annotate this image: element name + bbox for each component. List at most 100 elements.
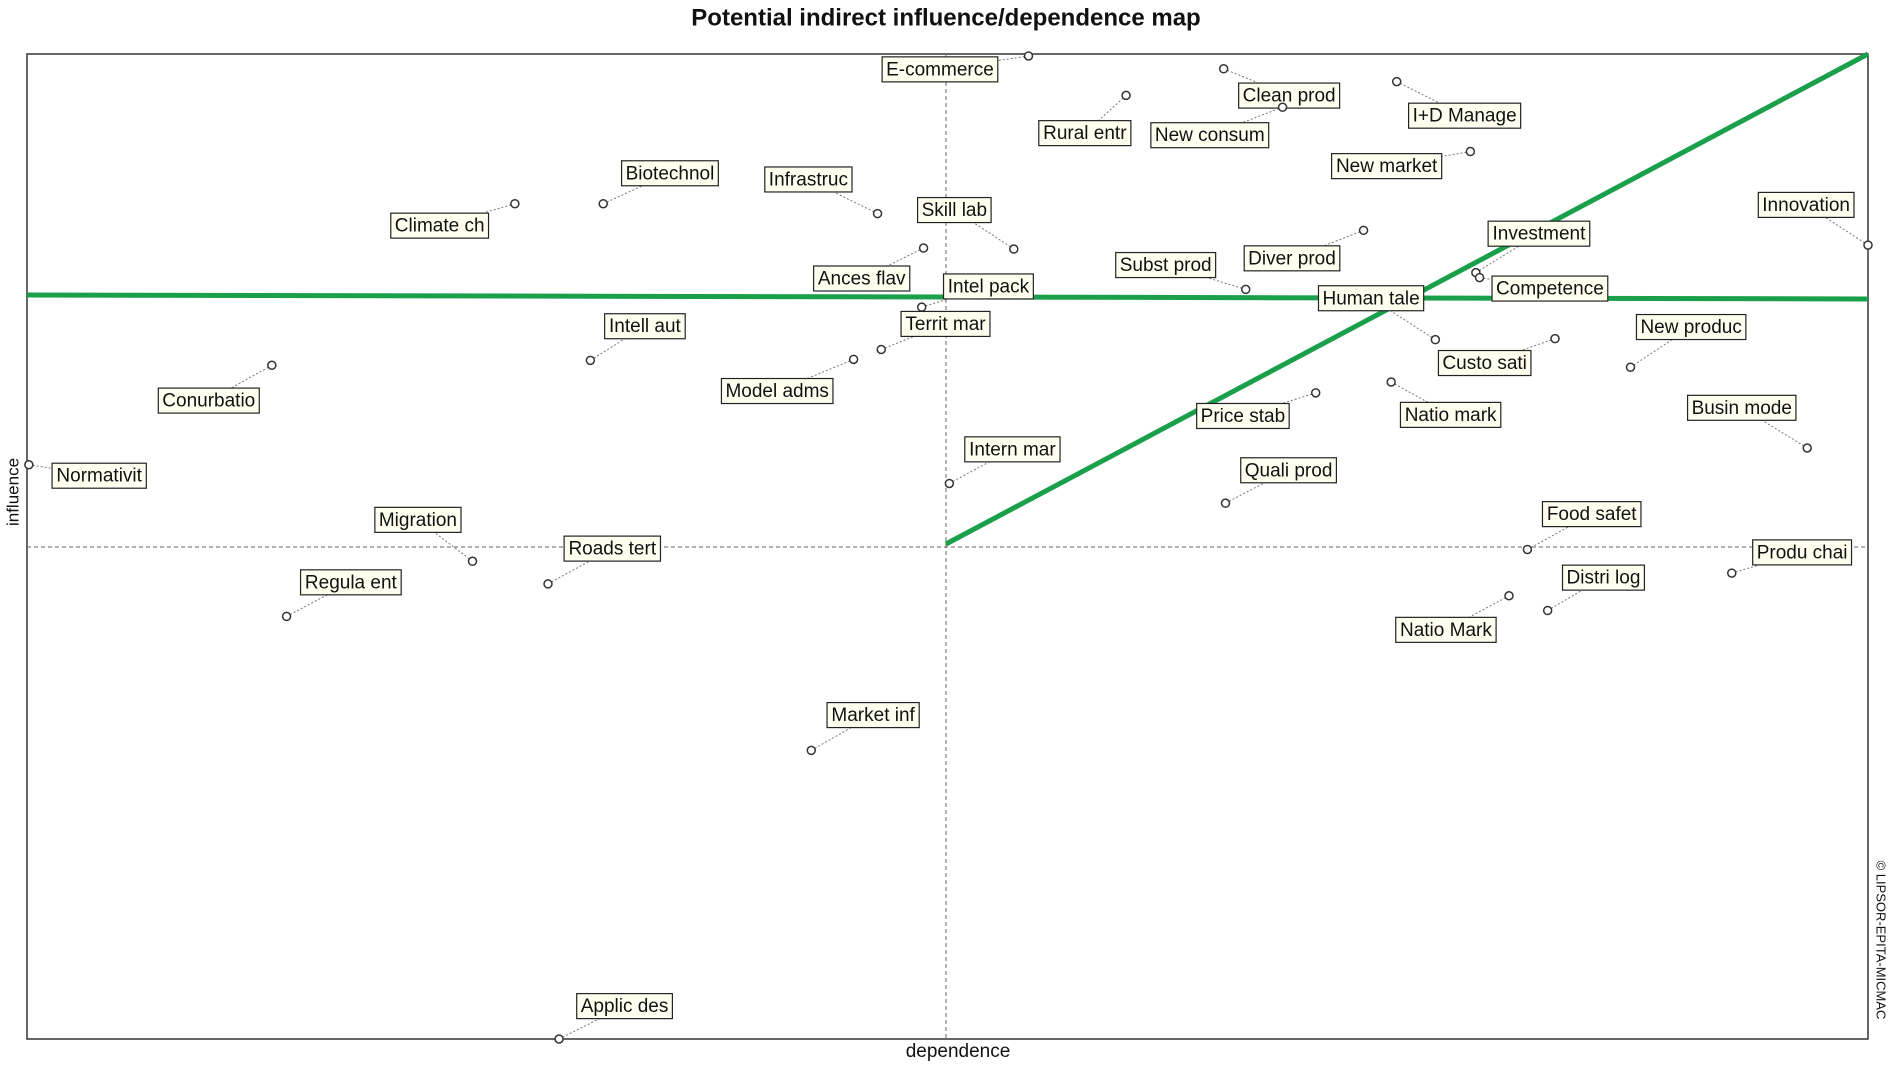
point: [1358, 225, 1369, 236]
point-label-text: Produ chai: [1757, 542, 1848, 563]
point: [510, 198, 520, 209]
point-label: I+D Manage: [1396, 81, 1522, 129]
point-label: Intell aut: [590, 313, 686, 361]
point: [1474, 272, 1485, 283]
point: [598, 198, 608, 209]
label-box: [1395, 616, 1497, 643]
point-label: Human tale: [1317, 285, 1436, 341]
label-box: [1487, 220, 1591, 247]
point-label: Applic des: [558, 993, 673, 1040]
point: [1542, 605, 1553, 616]
label-box: [1240, 457, 1338, 484]
label-box: [916, 196, 992, 224]
point-label: Normativit: [28, 462, 147, 489]
point: [1802, 443, 1812, 453]
point-label-text: Competence: [1496, 279, 1604, 300]
point: [1009, 244, 1019, 254]
point-label-text: Market inf: [831, 705, 915, 726]
point-label: Distri log: [1547, 564, 1646, 611]
label-box: [1238, 82, 1341, 109]
point-label: Model adms: [720, 358, 854, 405]
point: [1277, 102, 1288, 112]
point: [24, 459, 34, 470]
label-box: [1150, 122, 1270, 149]
label-box: [826, 701, 920, 729]
point-label: Natio Mark: [1395, 595, 1510, 643]
point-label: Rural entr: [1038, 95, 1132, 147]
point: [1727, 568, 1737, 578]
point-label-text: I+D Manage: [1413, 106, 1517, 127]
label-box: [1317, 285, 1425, 312]
label-leader: [1084, 95, 1127, 134]
point: [543, 579, 553, 589]
point: [1550, 333, 1560, 344]
label-box: [764, 166, 853, 193]
point-label-text: Roads tert: [568, 539, 656, 560]
label-box: [1491, 275, 1609, 302]
point: [1863, 240, 1873, 250]
point-label: Infrastruc: [764, 166, 878, 215]
point-label-text: Intel pack: [948, 276, 1030, 297]
point-label-text: Investment: [1492, 224, 1586, 245]
point: [848, 354, 859, 365]
point-label-text: Human tale: [1322, 288, 1419, 309]
label-box: [1196, 402, 1290, 430]
point: [916, 302, 927, 312]
point-label-text: Natio Mark: [1400, 620, 1492, 641]
point: [944, 478, 955, 489]
point-label-text: Innovation: [1762, 195, 1850, 216]
label-box: [1437, 349, 1532, 377]
point-label-text: Busin mode: [1692, 398, 1792, 419]
label-box: [51, 462, 147, 489]
point-label-text: Food safet: [1547, 504, 1637, 525]
label-box: [1635, 313, 1747, 341]
point: [1625, 362, 1636, 372]
point-label: Investment: [1475, 220, 1591, 274]
point-label-text: New produc: [1640, 317, 1741, 338]
point: [1504, 591, 1514, 601]
label-box: [720, 377, 834, 405]
point-label-text: E-commerce: [886, 59, 994, 80]
point: [554, 1034, 564, 1044]
point: [1391, 76, 1402, 87]
point-label-text: New market: [1336, 156, 1438, 177]
label-box: [390, 212, 490, 239]
label-box: [1541, 501, 1642, 528]
point-label: Intern mar: [949, 436, 1061, 484]
point-label-text: Model adms: [725, 381, 829, 402]
point-label-text: Conurbatio: [162, 391, 255, 412]
point-label-text: Skill lab: [922, 200, 987, 221]
point-label: Produ chai: [1731, 539, 1853, 574]
point-label-text: Quali prod: [1245, 460, 1333, 481]
label-leader: [1242, 392, 1316, 417]
point-label: Ances flav: [813, 247, 924, 292]
point: [1386, 377, 1396, 387]
point-label: Competence: [1479, 275, 1609, 302]
point-label-text: Intern mar: [969, 439, 1056, 460]
label-box: [1561, 564, 1646, 591]
chart-title: Potential indirect influence/dependence …: [691, 4, 1200, 31]
label-box: [813, 265, 911, 292]
label-box: [1331, 153, 1443, 180]
point-label-text: Price stab: [1201, 406, 1285, 427]
label-box: [1752, 539, 1853, 566]
point-label-text: Rural entr: [1043, 123, 1127, 144]
point-label: Price stab: [1196, 392, 1316, 430]
point-label: Conurbatio: [157, 364, 273, 414]
label-box: [942, 273, 1034, 300]
point: [806, 745, 817, 756]
point-label: Migration: [374, 506, 473, 562]
point: [1023, 51, 1034, 61]
point-label-text: Subst prod: [1120, 255, 1212, 276]
label-leader: [1370, 297, 1436, 341]
point-label: Diver prod: [1243, 229, 1364, 272]
point-label: Territ mar: [881, 310, 991, 350]
label-box: [900, 310, 991, 338]
point-label-text: Ances flav: [818, 269, 906, 290]
label-box: [576, 993, 673, 1020]
point-label: New consum: [1150, 106, 1283, 149]
label-box: [1408, 102, 1522, 129]
label-box: [881, 56, 999, 83]
